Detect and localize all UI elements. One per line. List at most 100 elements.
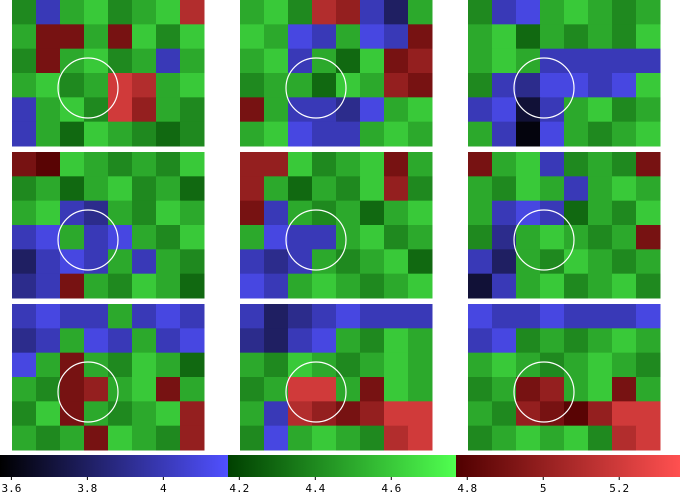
heatmap-cell [612, 225, 637, 250]
heatmap-cell [516, 425, 541, 451]
heatmap-cell [108, 152, 133, 177]
heatmap-cell [492, 73, 517, 98]
heatmap-cell [360, 176, 385, 202]
heatmap-cell [492, 121, 517, 147]
heatmap-cell [180, 73, 205, 98]
heatmap-cell [468, 304, 493, 329]
heatmap-cell [240, 304, 265, 329]
heatmap-cell [156, 121, 181, 147]
heatmap-cell [36, 377, 61, 402]
heatmap-cell [492, 352, 517, 378]
heatmap-cell [108, 304, 133, 329]
heatmap-cell [636, 225, 661, 250]
heatmap-cell [384, 200, 409, 226]
heatmap-cell [60, 225, 85, 250]
heatmap-cell [636, 401, 661, 427]
heatmap-cell [384, 377, 409, 402]
heatmap-cell [132, 328, 157, 354]
heatmap-cell [588, 273, 613, 299]
heatmap-cell [156, 48, 181, 74]
heatmap-cell [564, 328, 589, 354]
heatmap-cell [516, 0, 541, 25]
heatmap-cell [132, 24, 157, 50]
heatmap-cell [12, 121, 37, 147]
heatmap-cell [516, 24, 541, 50]
heatmap-cell [264, 0, 289, 25]
heatmap-cell [264, 377, 289, 402]
heatmap-cell [408, 97, 433, 123]
heatmap-cell [516, 176, 541, 202]
heatmap-cell [516, 304, 541, 329]
heatmap-cell [468, 0, 493, 25]
panel [240, 152, 433, 299]
heatmap-cell [288, 152, 313, 177]
heatmap-cell [492, 176, 517, 202]
heatmap-cell [132, 176, 157, 202]
heatmap-cell [384, 225, 409, 250]
heatmap-cell [408, 225, 433, 250]
heatmap-cell [588, 0, 613, 25]
heatmap-cell [84, 425, 109, 451]
heatmap-cell [384, 48, 409, 74]
aperture-circle [285, 57, 347, 119]
heatmap-cell [564, 304, 589, 329]
heatmap-cell [36, 73, 61, 98]
heatmap-cell [84, 152, 109, 177]
heatmap-cell [36, 328, 61, 354]
heatmap-cell [156, 377, 181, 402]
heatmap-cell [360, 328, 385, 354]
heatmap-cell [108, 97, 133, 123]
heatmap-cell [264, 249, 289, 275]
heatmap-cell [384, 73, 409, 98]
heatmap-cell [564, 73, 589, 98]
heatmap-cell [468, 73, 493, 98]
heatmap-cell [180, 352, 205, 378]
heatmap-cell [516, 273, 541, 299]
heatmap-cell [240, 200, 265, 226]
heatmap-cell [588, 200, 613, 226]
heatmap-cell [312, 24, 337, 50]
heatmap-cell [360, 377, 385, 402]
heatmap-cell [60, 273, 85, 299]
heatmap-cell [312, 352, 337, 378]
heatmap-cell [12, 73, 37, 98]
heatmap-cell [564, 24, 589, 50]
heatmap-cell [612, 24, 637, 50]
heatmap-cell [492, 0, 517, 25]
heatmap-cell [84, 121, 109, 147]
heatmap-cell [468, 176, 493, 202]
heatmap-cell [288, 377, 313, 402]
heatmap-cell [12, 328, 37, 354]
heatmap-cell [360, 152, 385, 177]
heatmap-cell [588, 304, 613, 329]
heatmap-cell [636, 328, 661, 354]
heatmap-cell [540, 24, 565, 50]
aperture-circle [57, 361, 119, 423]
heatmap-cell [564, 401, 589, 427]
heatmap-cell [540, 225, 565, 250]
heatmap-cell [60, 0, 85, 25]
heatmap-cell [84, 328, 109, 354]
heatmap-cell [360, 304, 385, 329]
heatmap-cell [264, 24, 289, 50]
heatmap-cell [288, 176, 313, 202]
heatmap-cell [492, 425, 517, 451]
heatmap-cell [84, 273, 109, 299]
heatmap-cell [312, 0, 337, 25]
heatmap-cell [492, 24, 517, 50]
heatmap-cell [564, 121, 589, 147]
heatmap-cell [408, 0, 433, 25]
heatmap-cell [360, 97, 385, 123]
heatmap-cell [540, 425, 565, 451]
heatmap-cell [492, 249, 517, 275]
heatmap-cell [336, 176, 361, 202]
heatmap-cell [12, 200, 37, 226]
heatmap-cell [612, 97, 637, 123]
heatmap-cell [636, 273, 661, 299]
heatmap-cell [180, 328, 205, 354]
heatmap-cell [132, 425, 157, 451]
heatmap-cell [384, 0, 409, 25]
heatmap-cell [612, 377, 637, 402]
heatmap-cell [180, 225, 205, 250]
heatmap-cell [12, 377, 37, 402]
